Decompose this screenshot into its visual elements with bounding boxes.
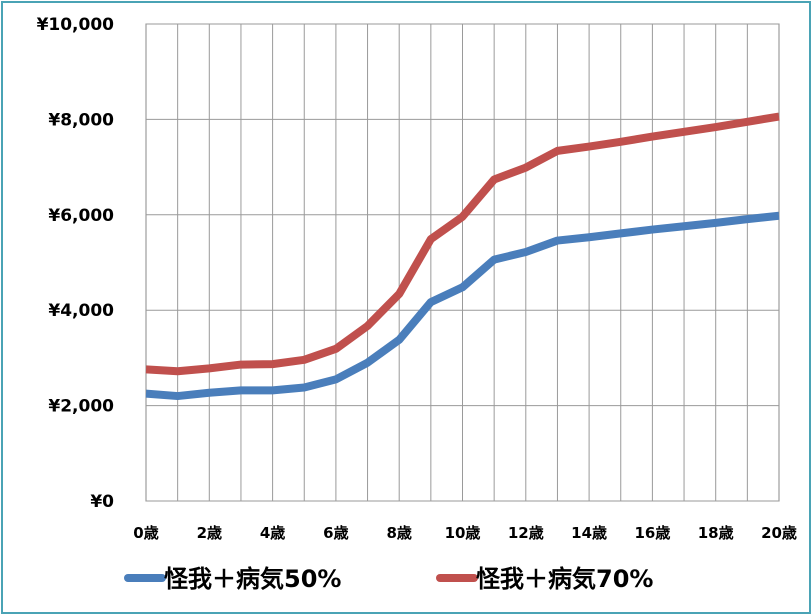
x-tick-label: 18歳 xyxy=(698,524,734,542)
x-tick-label: 14歳 xyxy=(571,524,607,542)
y-axis-tick-labels: ¥0 ¥2,000 ¥4,000 ¥6,000 ¥8,000 ¥10,000 xyxy=(37,15,115,512)
y-tick-label: ¥4,000 xyxy=(48,301,114,321)
y-tick-label: ¥10,000 xyxy=(37,15,115,35)
grid-lines xyxy=(146,23,779,502)
x-tick-label: 2歳 xyxy=(197,524,222,542)
x-tick-label: 20歳 xyxy=(761,524,797,542)
legend-label-2: 怪我＋病気70% xyxy=(476,565,653,593)
x-tick-label: 0歳 xyxy=(133,524,158,542)
x-tick-label: 6歳 xyxy=(323,524,348,542)
y-tick-label: ¥2,000 xyxy=(48,397,114,417)
series-line-2 xyxy=(145,112,780,376)
x-tick-label: 16歳 xyxy=(634,524,670,542)
series-lines xyxy=(145,112,780,401)
x-tick-label: 8歳 xyxy=(386,524,411,542)
x-tick-label: 10歳 xyxy=(445,524,481,542)
legend: 怪我＋病気50% 怪我＋病気70% xyxy=(124,565,653,593)
legend-label-1: 怪我＋病気50% xyxy=(164,565,341,593)
series-line-1 xyxy=(145,211,780,401)
x-axis-tick-labels: 0歳 2歳 4歳 6歳 8歳 10歳 12歳 14歳 16歳 18歳 20歳 xyxy=(133,524,797,542)
y-tick-label: ¥8,000 xyxy=(48,110,114,130)
y-tick-label: ¥0 xyxy=(90,492,114,512)
y-tick-label: ¥6,000 xyxy=(48,206,114,226)
x-tick-label: 12歳 xyxy=(508,524,544,542)
x-tick-label: 4歳 xyxy=(260,524,285,542)
